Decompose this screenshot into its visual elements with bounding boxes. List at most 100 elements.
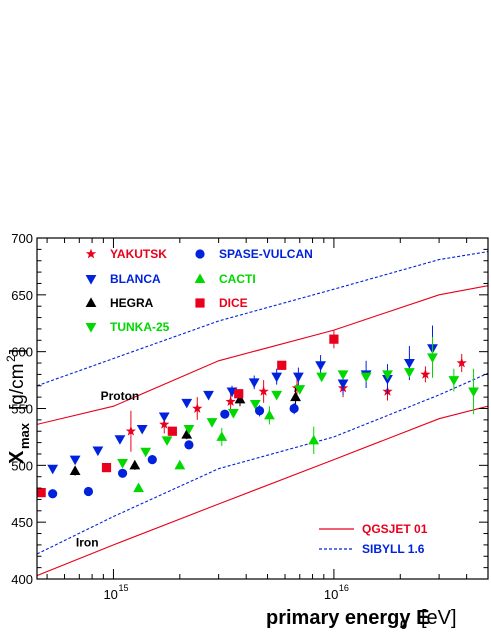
point-blanca — [92, 446, 104, 457]
point-tunka-25 — [448, 376, 460, 386]
point-tunka-25 — [183, 424, 195, 435]
point-tunka-25 — [227, 409, 239, 419]
point-yakutsk — [456, 357, 467, 368]
point-blanca — [271, 372, 283, 383]
point-dice — [234, 389, 244, 399]
point-blanca — [248, 378, 260, 388]
x-axis-title-subscript: 0 — [400, 617, 407, 632]
x-axis-title: primary energy E — [266, 607, 429, 629]
x-axis-unit: [eV] — [421, 607, 457, 629]
point-blanca — [69, 455, 81, 466]
point-blanca — [337, 379, 349, 390]
legend-label-cacti: CACTI — [219, 272, 256, 286]
point-dice — [101, 463, 112, 473]
legend-marker-cacti — [194, 273, 206, 283]
y-tick-label: 500 — [11, 458, 33, 473]
legend-entry-blanca: BLANCA — [85, 272, 161, 286]
series-yakutsk — [125, 353, 467, 452]
curve-proton-qgsjet-01 — [37, 285, 488, 425]
point-tunka-25 — [249, 399, 261, 410]
point-tunka-25 — [360, 372, 372, 383]
series-tunka-25 — [117, 336, 479, 469]
annotation-iron: Iron — [76, 536, 99, 550]
point-cacti — [133, 482, 144, 493]
y-tick-label: 450 — [11, 515, 33, 530]
legend-marker-tunka-25 — [85, 323, 97, 333]
point-tunka-25 — [140, 447, 152, 458]
model-legend-label-sibyll-1-6: SIBYLL 1.6 — [362, 542, 425, 556]
legend-entry-hegra: HEGRA — [85, 296, 154, 310]
point-spase-vulcan — [83, 486, 94, 497]
x-tick-label-exponent: 16 — [339, 583, 349, 593]
y-tick-label: 400 — [11, 572, 33, 587]
point-yakutsk — [225, 396, 236, 406]
point-blanca — [315, 361, 326, 371]
point-spase-vulcan — [254, 406, 265, 416]
legend-label-yakutsk: YAKUTSK — [110, 247, 167, 261]
legend-label-dice: DICE — [219, 296, 248, 310]
point-cacti — [216, 431, 228, 441]
series-spase-vulcan — [48, 402, 299, 499]
plot-frame — [36, 237, 489, 580]
point-yakutsk — [159, 419, 170, 429]
point-cacti — [174, 459, 186, 470]
y-tick-label: 650 — [11, 288, 33, 303]
point-tunka-25 — [427, 353, 438, 363]
legend-marker-dice — [195, 298, 205, 308]
data-points — [36, 325, 479, 499]
x-tick-label-base: 10 — [103, 587, 117, 602]
curve-iron-sibyll-1-6 — [37, 372, 488, 555]
point-cacti — [308, 434, 320, 445]
point-tunka-25 — [316, 372, 328, 383]
y-axis-unit-superscript: 2 — [4, 355, 18, 362]
y-axis-title-subscript: max — [17, 422, 32, 449]
point-cacti — [264, 409, 275, 420]
point-yakutsk — [125, 425, 136, 436]
y-axis-title: X — [6, 450, 28, 464]
point-yakutsk — [258, 386, 269, 396]
point-spase-vulcan — [220, 409, 230, 419]
point-hegra — [234, 393, 246, 404]
legend-label-spase-vulcan: SPASE-VULCAN — [219, 247, 313, 261]
point-tunka-25 — [206, 418, 218, 428]
point-hegra — [290, 391, 301, 402]
point-spase-vulcan — [147, 455, 157, 465]
series-cacti — [133, 406, 320, 493]
point-blanca — [292, 372, 304, 383]
series-hegra — [69, 388, 301, 476]
point-dice — [329, 334, 339, 344]
point-tunka-25 — [117, 459, 128, 469]
point-dice — [167, 426, 177, 436]
legend: YAKUTSK BLANCA HEGRA TUNKA-25 SPASE-VULCAN CA… — [85, 247, 428, 556]
point-tunka-25 — [403, 368, 415, 378]
model-legend-entry-sibyll-1-6: SIBYLL 1.6 — [319, 542, 425, 556]
y-tick-label: 600 — [11, 345, 33, 360]
point-spase-vulcan — [48, 489, 58, 499]
point-hegra — [181, 429, 193, 439]
y-axis-unit: [g/cm — [7, 364, 28, 410]
point-blanca — [158, 412, 170, 423]
point-blanca — [136, 424, 148, 435]
model-legend-entry-qgsjet-01: QGSJET 01 — [319, 522, 428, 536]
model-curves — [37, 251, 488, 577]
x-tick-label-exponent: 15 — [118, 583, 128, 593]
point-spase-vulcan — [117, 468, 128, 478]
curve-iron-qgsjet-01 — [37, 405, 488, 577]
point-blanca — [203, 390, 214, 401]
point-hegra — [69, 465, 81, 476]
legend-entry-yakutsk: YAKUTSK — [85, 247, 167, 261]
series-dice — [36, 330, 339, 498]
legend-entry-dice: DICE — [195, 296, 248, 310]
legend-marker-blanca — [85, 275, 97, 285]
point-tunka-25 — [468, 387, 479, 398]
x-tick-label-base: 10 — [324, 587, 338, 602]
point-tunka-25 — [382, 370, 393, 380]
legend-marker-yakutsk — [85, 248, 97, 259]
y-tick-label: 700 — [11, 231, 33, 246]
legend-label-tunka-25: TUNKA-25 — [110, 320, 170, 334]
point-blanca — [114, 435, 126, 445]
legend-entry-spase-vulcan: SPASE-VULCAN — [195, 247, 313, 261]
